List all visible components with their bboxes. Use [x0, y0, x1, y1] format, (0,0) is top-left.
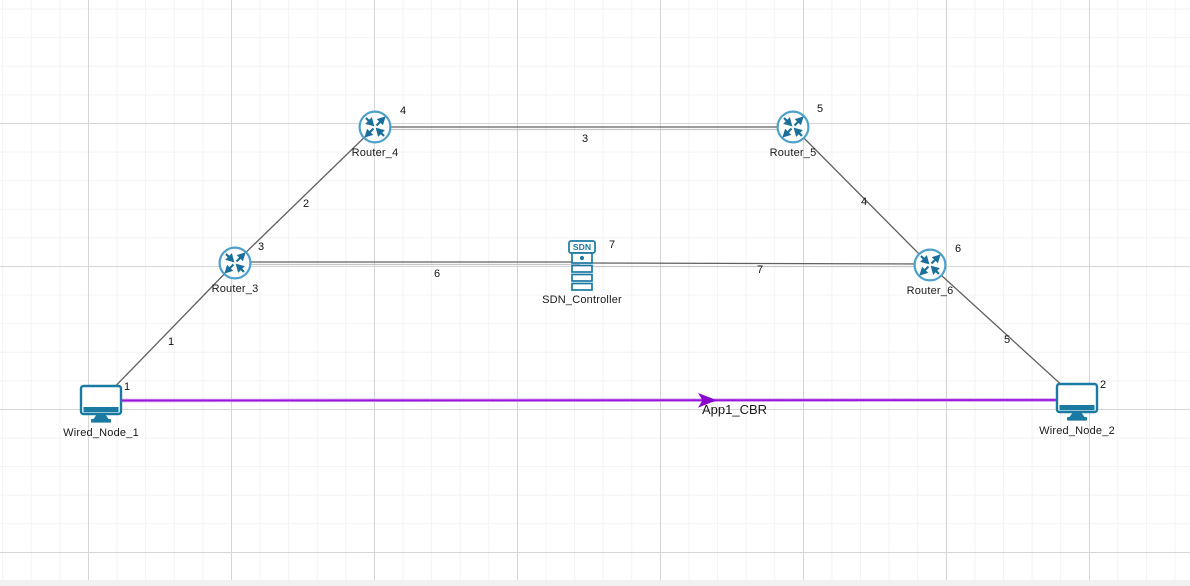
link-label-5: 5 [1004, 334, 1011, 346]
node-router-6[interactable]: 6 Router_6 [885, 243, 975, 297]
app-flow-arrowhead [698, 393, 717, 408]
node-label: SDN_Controller [542, 294, 622, 306]
link-1-wirednode1-router3[interactable] [102, 262, 236, 400]
node-id-badge: 3 [258, 241, 265, 253]
link-label-6: 6 [434, 268, 441, 280]
link-label-2: 2 [303, 198, 310, 210]
router-icon [358, 110, 392, 144]
node-id-badge: 6 [955, 243, 962, 255]
app-flow-line[interactable] [104, 393, 1076, 408]
node-id-badge: 7 [609, 239, 616, 251]
horizontal-scrollbar-track[interactable] [0, 580, 1190, 586]
node-sdn-controller[interactable]: SDN 7 SDN_Controller [537, 239, 627, 306]
node-id-badge: 4 [400, 105, 407, 117]
node-label: Router_6 [906, 285, 954, 297]
node-label: Router_5 [769, 147, 817, 159]
node-wired-node-2[interactable]: 2 Wired_Node_2 [1032, 379, 1122, 437]
router-icon [776, 110, 810, 144]
router-icon [218, 246, 252, 280]
wired-node-icon [1055, 382, 1099, 421]
sdn-icon-text: SDN [573, 242, 591, 252]
node-id-badge: 5 [817, 103, 824, 115]
link-label-3: 3 [582, 133, 589, 145]
app-flow-label: App1_CBR [702, 402, 768, 417]
link-4-router5-router6[interactable] [792, 126, 931, 266]
node-router-3[interactable]: 3 Router_3 [190, 241, 280, 295]
link-label-4: 4 [861, 196, 868, 208]
wired-node-icon [79, 384, 123, 423]
node-label: Router_4 [351, 147, 399, 159]
link-5-router6-wirednode2[interactable] [929, 264, 1078, 400]
node-label: Wired_Node_1 [63, 427, 139, 439]
node-label: Router_3 [211, 283, 259, 295]
link-7-sdncontroller-router6[interactable] [581, 262, 931, 265]
node-router-4[interactable]: 4 Router_4 [330, 105, 420, 159]
router-icon [913, 248, 947, 282]
node-label: Wired_Node_2 [1039, 425, 1115, 437]
link-label-1: 1 [168, 336, 175, 348]
link-label-7: 7 [757, 264, 764, 276]
node-router-5[interactable]: 5 Router_5 [748, 103, 838, 159]
node-id-badge: 1 [124, 381, 131, 393]
link-2-router3-router4[interactable] [234, 126, 376, 264]
sdn-controller-icon: SDN [568, 240, 596, 291]
node-wired-node-1[interactable]: 1 Wired_Node_1 [56, 381, 146, 439]
node-id-badge: 2 [1100, 379, 1107, 391]
